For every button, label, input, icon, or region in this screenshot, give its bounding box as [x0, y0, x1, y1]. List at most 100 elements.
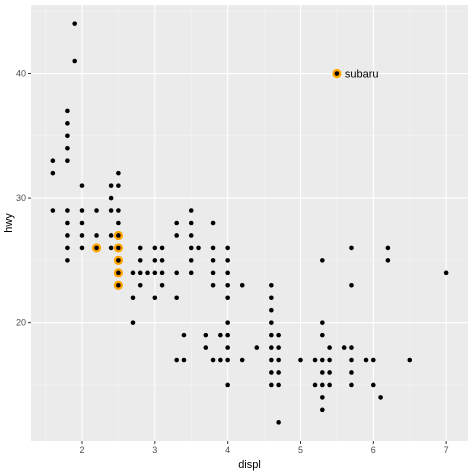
data-point — [210, 357, 216, 363]
x-tick-label: 2 — [79, 445, 84, 455]
data-point — [327, 370, 332, 375]
data-point — [225, 357, 230, 363]
data-point — [116, 208, 121, 213]
x-tick-label: 7 — [444, 445, 449, 455]
data-point — [79, 208, 85, 213]
data-point — [130, 320, 136, 325]
data-point — [269, 307, 274, 313]
data-point — [363, 357, 369, 363]
data-point — [79, 233, 85, 238]
data-point — [65, 133, 70, 139]
data-point — [320, 395, 325, 400]
data-point — [137, 282, 143, 288]
data-point — [108, 233, 114, 238]
data-point — [269, 382, 274, 388]
data-point — [130, 295, 136, 301]
data-point — [320, 332, 325, 338]
data-point — [79, 183, 85, 188]
data-point — [72, 58, 77, 64]
data-point — [116, 183, 121, 188]
data-point — [349, 357, 354, 363]
data-point — [188, 233, 194, 238]
data-point — [225, 382, 230, 388]
data-point — [341, 345, 347, 350]
data-point — [130, 270, 136, 276]
data-point — [298, 357, 303, 363]
data-point — [116, 220, 121, 226]
data-point — [225, 258, 230, 263]
axis-ticks — [28, 73, 447, 444]
data-point — [269, 282, 274, 288]
data-point — [203, 332, 209, 338]
y-tick-label: 40 — [16, 69, 26, 79]
data-point — [320, 357, 325, 363]
data-point — [188, 245, 194, 251]
data-point — [320, 258, 325, 263]
data-point — [320, 407, 325, 413]
data-point — [225, 320, 230, 325]
data-point — [269, 332, 274, 338]
data-points — [50, 21, 449, 425]
data-point — [371, 357, 376, 363]
data-point — [188, 208, 194, 213]
data-point — [269, 370, 274, 375]
data-point — [269, 320, 274, 325]
data-point — [327, 345, 332, 350]
data-point — [137, 258, 143, 263]
data-point — [152, 270, 158, 276]
data-point — [239, 357, 245, 363]
data-point — [65, 220, 70, 226]
data-point — [159, 258, 165, 263]
data-point — [254, 345, 260, 350]
data-point — [159, 270, 165, 276]
data-point — [327, 357, 332, 363]
data-point — [188, 258, 194, 263]
data-point — [334, 71, 340, 76]
data-point — [145, 270, 150, 276]
annotation-label: subaru — [345, 69, 379, 81]
data-point — [94, 208, 99, 213]
data-point — [181, 332, 187, 338]
data-point — [269, 357, 274, 363]
data-point — [210, 270, 216, 276]
data-point — [174, 270, 179, 276]
data-point — [108, 245, 114, 251]
data-point — [116, 282, 121, 288]
data-point — [188, 270, 194, 276]
x-axis-title: displ — [238, 459, 261, 471]
data-point — [320, 370, 325, 375]
data-point — [276, 420, 281, 425]
data-point — [225, 295, 230, 301]
data-point — [108, 183, 114, 188]
data-point — [116, 170, 121, 176]
data-point — [65, 208, 70, 213]
data-point — [152, 258, 158, 263]
data-point — [116, 245, 121, 251]
data-point — [210, 258, 216, 263]
data-point — [203, 345, 209, 350]
data-point — [152, 245, 158, 251]
data-point — [276, 382, 281, 388]
data-point — [225, 282, 230, 288]
data-point — [65, 145, 70, 151]
data-point — [159, 245, 165, 251]
data-point — [312, 382, 318, 388]
data-point — [65, 258, 70, 263]
data-point — [65, 245, 70, 251]
data-point — [210, 245, 216, 251]
data-point — [79, 220, 85, 226]
data-point — [349, 245, 354, 251]
data-point — [239, 282, 245, 288]
data-point — [225, 345, 230, 350]
data-point — [210, 282, 216, 288]
x-tick-label: 4 — [225, 445, 230, 455]
data-point — [276, 370, 281, 375]
data-point — [320, 320, 325, 325]
data-point — [225, 270, 230, 276]
data-point — [94, 233, 99, 238]
data-point — [385, 258, 391, 263]
data-point — [65, 233, 70, 238]
data-point — [349, 282, 354, 288]
data-point — [269, 345, 274, 350]
